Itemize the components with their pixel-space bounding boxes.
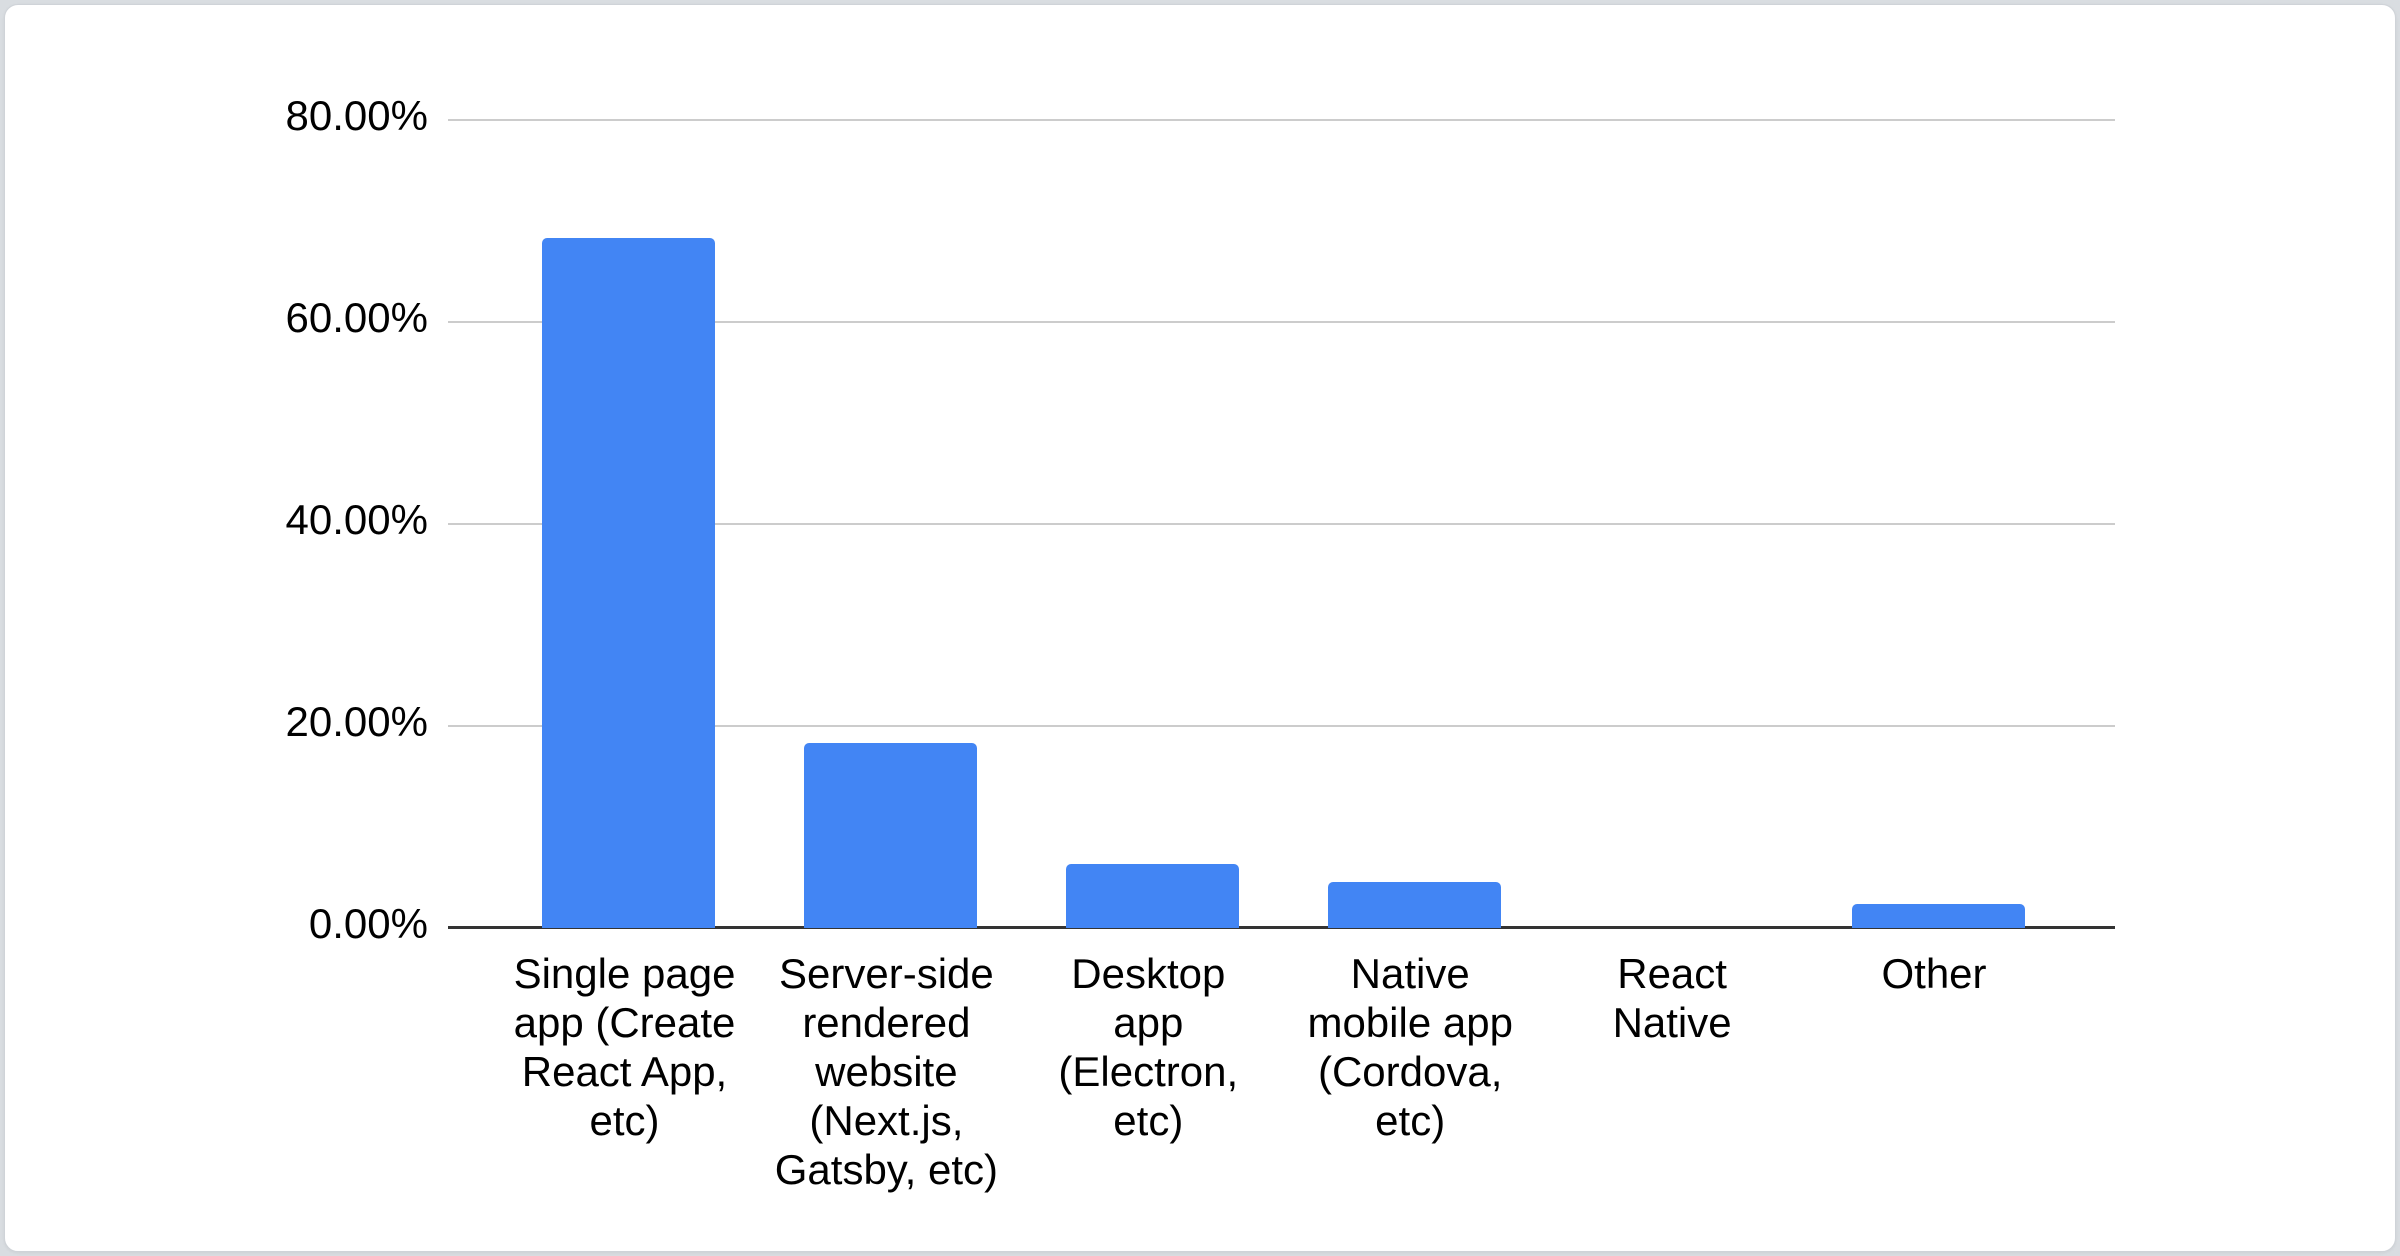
gridline	[448, 523, 2115, 525]
gridline	[448, 119, 2115, 121]
y-axis-tick-label: 60.00%	[285, 294, 428, 341]
x-axis-category-label: Single page app (Create React App, etc)	[513, 950, 736, 1144]
x-axis-category-label: Other	[1881, 950, 1987, 997]
x-axis-category-label: React Native	[1612, 950, 1732, 1046]
plot-area	[448, 119, 2115, 929]
bar	[1065, 864, 1239, 928]
y-axis-tick-label: 20.00%	[285, 698, 428, 745]
y-axis-tick-label: 80.00%	[285, 92, 428, 139]
bar	[803, 743, 977, 928]
x-axis-category-label: Server-side rendered website (Next.js, G…	[774, 950, 999, 1193]
bar	[1327, 882, 1501, 928]
x-axis-category-label: Native mobile app (Cordova, etc)	[1307, 950, 1513, 1144]
y-axis-tick-label: 0.00%	[308, 900, 428, 947]
chart-card: 80.00% 60.00% 40.00% 20.00% 0.00% Single pag…	[4, 4, 2396, 1252]
gridline	[448, 321, 2115, 323]
gridline	[448, 725, 2115, 727]
x-axis-baseline	[448, 926, 2115, 929]
bar	[542, 238, 715, 928]
y-axis-tick-label: 40.00%	[285, 496, 428, 543]
x-axis-category-label: Desktop app (Electron, etc)	[1058, 950, 1239, 1144]
bar	[1851, 904, 2025, 928]
